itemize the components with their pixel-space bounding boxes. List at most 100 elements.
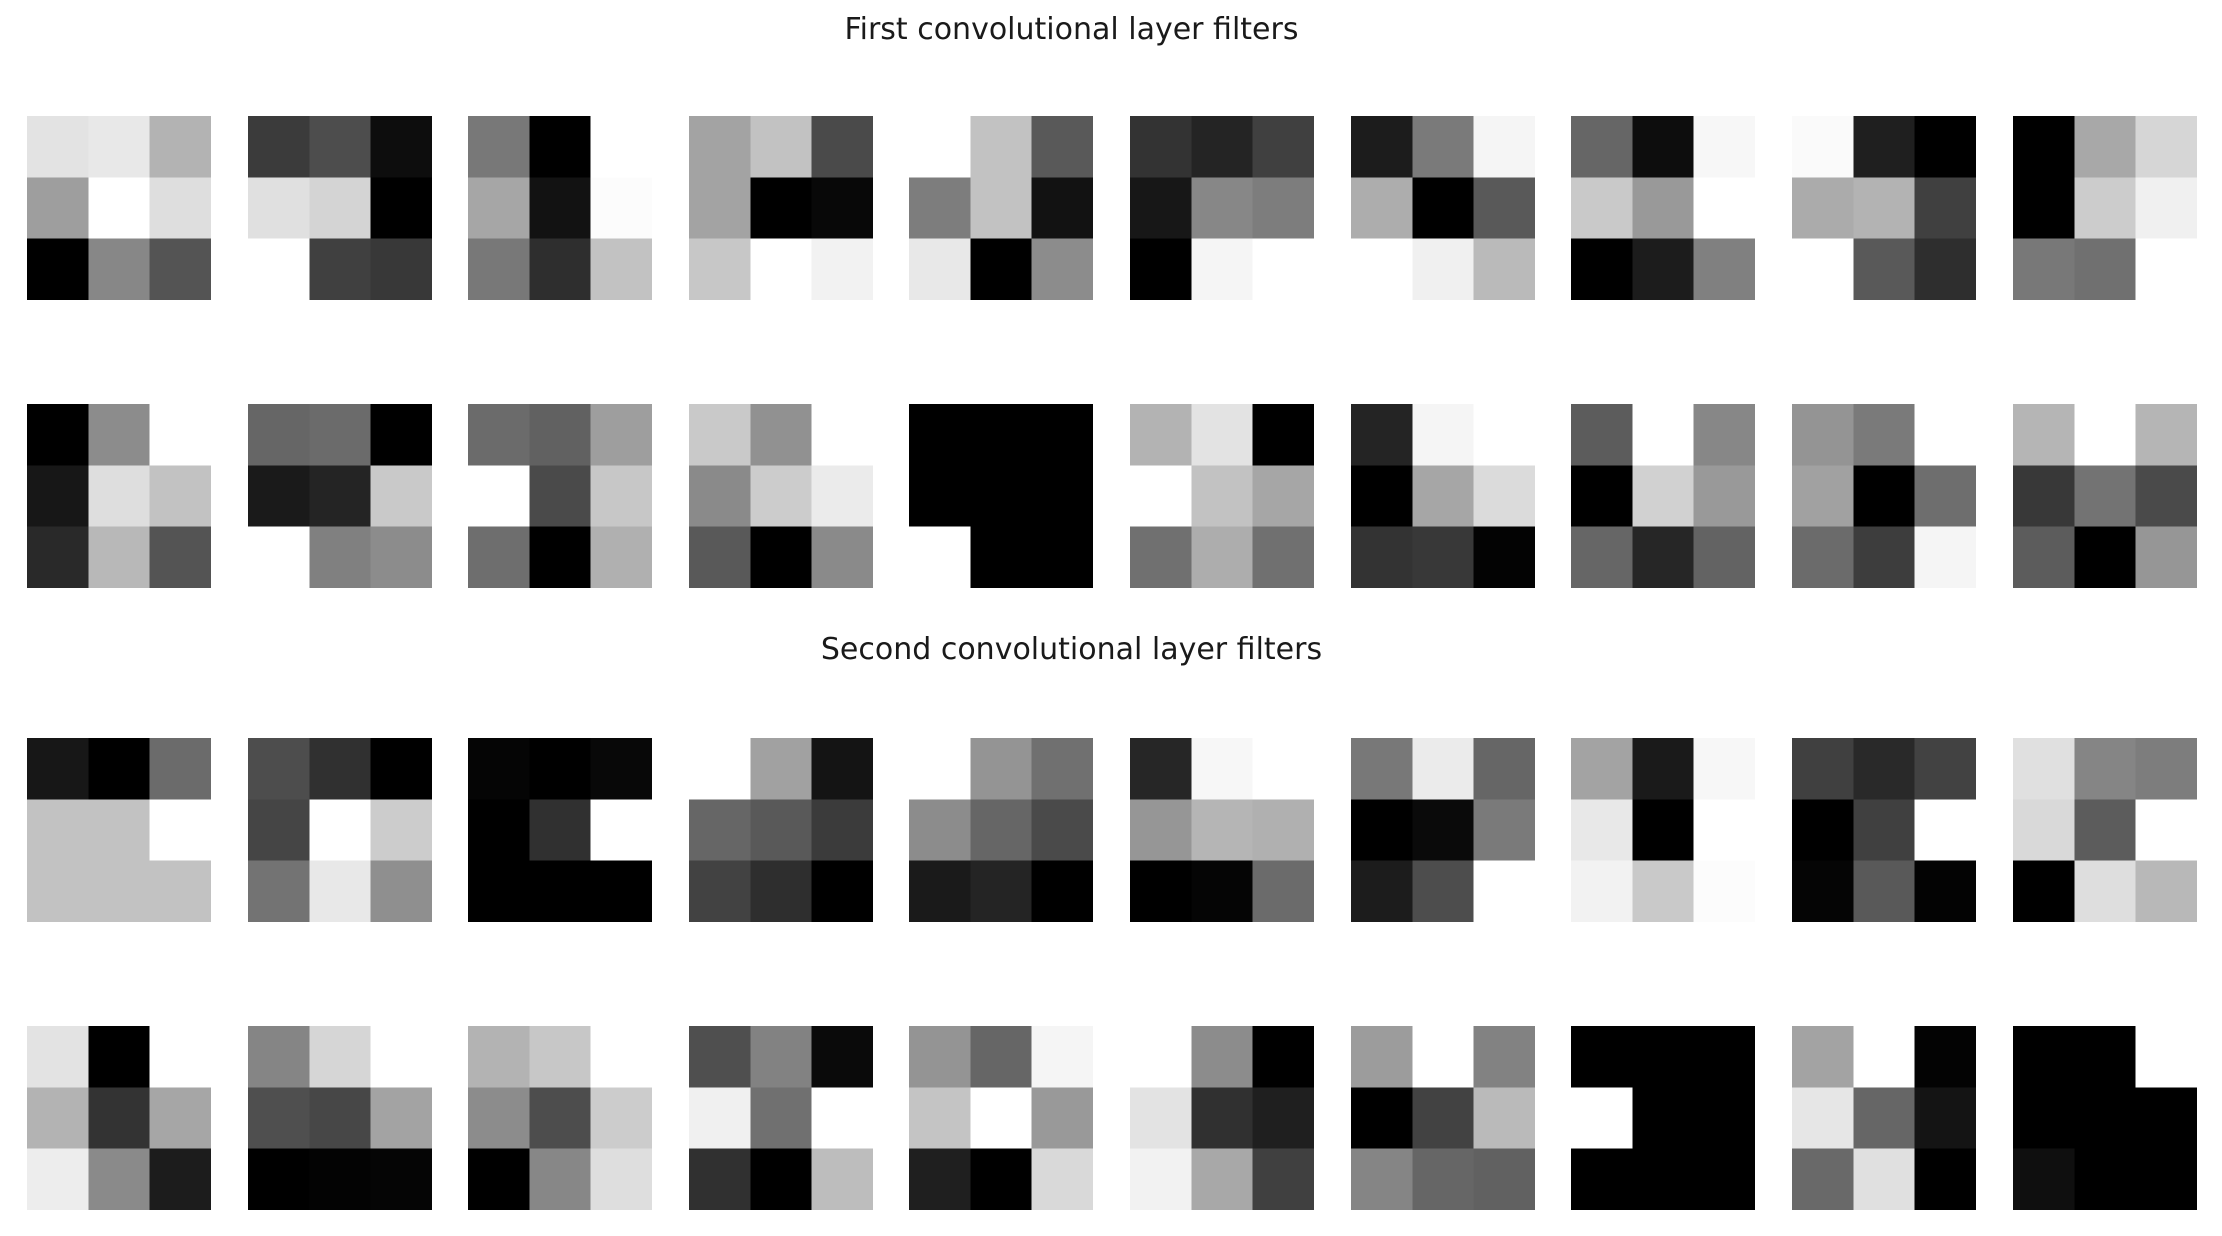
second-layer-filter	[468, 738, 652, 922]
filter-cell	[1694, 1149, 1755, 1210]
filter-cell	[309, 799, 372, 862]
filter-cell	[1412, 1026, 1475, 1089]
filter-cell	[27, 1087, 90, 1150]
filter-cell	[1130, 1149, 1193, 1210]
filter-cell	[970, 465, 1033, 528]
filter-cell	[1792, 1087, 1855, 1150]
filter-cell	[2013, 404, 2076, 467]
filter-cell	[1792, 177, 1855, 240]
filter-cell	[1915, 239, 1976, 300]
second-layer-filter	[1792, 738, 1976, 922]
filter-cell	[689, 1087, 752, 1150]
filter-cell	[1351, 404, 1414, 467]
filter-cell	[1632, 527, 1695, 588]
second-layer-filter	[1792, 1026, 1976, 1210]
filter-cell	[2136, 738, 2197, 801]
filter-cell	[2136, 404, 2197, 467]
filter-cell	[2136, 799, 2197, 862]
filter-cell	[1412, 177, 1475, 240]
filter-cell	[1694, 861, 1755, 922]
second-layer-filter	[248, 738, 432, 922]
second-layer-filter	[1351, 738, 1535, 922]
filter-cell	[1792, 116, 1855, 179]
filter-cell	[689, 527, 752, 588]
filter-cell	[1474, 861, 1535, 922]
filter-cell	[970, 404, 1033, 467]
filter-cell	[1474, 116, 1535, 179]
filter-cell	[88, 1087, 151, 1150]
filter-cell	[909, 116, 972, 179]
filter-cell	[309, 1087, 372, 1150]
filter-cell	[750, 239, 813, 300]
filter-cell	[371, 799, 432, 862]
filter-cell	[812, 799, 873, 862]
filter-cell	[1915, 404, 1976, 467]
filter-cell	[371, 738, 432, 801]
filter-cell	[750, 527, 813, 588]
filter-cell	[1474, 799, 1535, 862]
filter-cell	[1351, 1026, 1414, 1089]
filter-cell	[1351, 116, 1414, 179]
filter-cell	[1130, 465, 1193, 528]
first-layer-filter	[909, 116, 1093, 300]
filter-cell	[1474, 738, 1535, 801]
second-layer-filter	[1571, 1026, 1755, 1210]
filter-cell	[1130, 116, 1193, 179]
first-layer-filter	[1130, 116, 1314, 300]
filter-cell	[2136, 116, 2197, 179]
filter-cell	[1571, 527, 1634, 588]
filter-cell	[27, 116, 90, 179]
filter-cell	[1694, 527, 1755, 588]
filter-cell	[1191, 239, 1254, 300]
filter-cell	[248, 738, 311, 801]
second-layer-filter	[248, 1026, 432, 1210]
filter-cell	[750, 465, 813, 528]
filter-cell	[2074, 1087, 2137, 1150]
filter-cell	[1032, 465, 1093, 528]
filter-cell	[1474, 1026, 1535, 1089]
first-layer-filter	[689, 116, 873, 300]
filter-cell	[1412, 239, 1475, 300]
filter-cell	[88, 1149, 151, 1210]
filter-cell	[1694, 116, 1755, 179]
filter-cell	[1571, 239, 1634, 300]
filter-cell	[371, 861, 432, 922]
filter-cell	[970, 861, 1033, 922]
first-layer-filter	[909, 404, 1093, 588]
filter-cell	[1792, 861, 1855, 922]
filter-cell	[468, 116, 531, 179]
filter-cell	[1571, 116, 1634, 179]
filter-cell	[2136, 861, 2197, 922]
filter-cell	[248, 465, 311, 528]
filter-cell	[309, 465, 372, 528]
filter-cell	[591, 738, 652, 801]
filter-cell	[1130, 1087, 1193, 1150]
filter-cell	[1253, 799, 1314, 862]
filter-cell	[689, 1026, 752, 1089]
filter-cell	[309, 116, 372, 179]
filter-cell	[1253, 465, 1314, 528]
filter-cell	[1130, 177, 1193, 240]
filter-cell	[150, 861, 211, 922]
first-layer-filter	[1571, 116, 1755, 300]
filter-cell	[1571, 1026, 1634, 1089]
filter-cell	[1032, 799, 1093, 862]
filter-cell	[529, 527, 592, 588]
filter-cell	[371, 116, 432, 179]
filter-cell	[2074, 177, 2137, 240]
filter-cell	[1412, 527, 1475, 588]
filter-cell	[88, 116, 151, 179]
filter-cell	[689, 799, 752, 862]
filter-cell	[468, 239, 531, 300]
filter-cell	[529, 1149, 592, 1210]
filter-cell	[248, 177, 311, 240]
first-layer-filter	[1571, 404, 1755, 588]
filter-cell	[88, 738, 151, 801]
filter-cell	[1412, 116, 1475, 179]
filter-cell	[1474, 1087, 1535, 1150]
filter-cell	[1032, 527, 1093, 588]
filter-cell	[88, 177, 151, 240]
filter-cell	[1792, 465, 1855, 528]
filter-cell	[1853, 738, 1916, 801]
filter-cell	[371, 404, 432, 467]
